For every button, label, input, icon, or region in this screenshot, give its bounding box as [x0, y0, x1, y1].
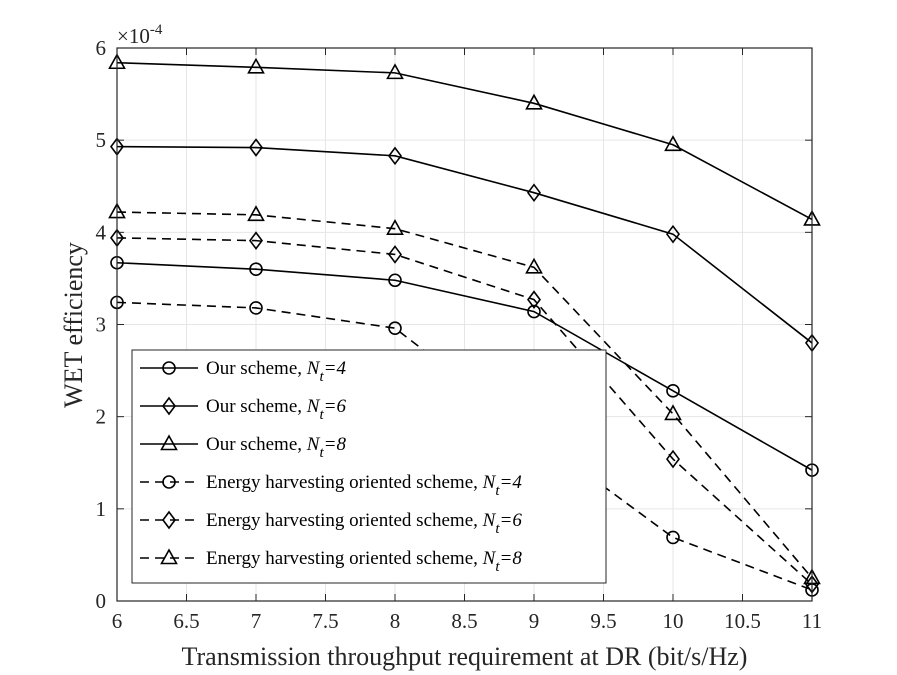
data-point-marker [386, 218, 404, 235]
legend-marker [160, 548, 178, 565]
y-tick-label: 2 [96, 405, 107, 429]
legend-label: Our scheme, Nt=4 [206, 358, 346, 385]
series-line [116, 261, 813, 471]
data-point-marker [388, 321, 402, 335]
legend-label: Our scheme, Nt=8 [206, 434, 346, 461]
data-point-marker [525, 93, 543, 110]
legend-label: Our scheme, Nt=6 [206, 396, 346, 423]
x-tick-label: 9 [529, 609, 540, 633]
data-point-marker [664, 404, 682, 421]
legend-entry: Energy harvesting oriented scheme, Nt=4 [140, 472, 522, 499]
legend-marker [162, 396, 176, 416]
x-tick-label: 8 [390, 609, 401, 633]
x-tick-label: 6 [112, 609, 123, 633]
x-tick-label: 7 [251, 609, 262, 633]
legend-entry: Our scheme, Nt=4 [140, 358, 346, 385]
data-point-marker [664, 135, 682, 152]
series-line [116, 61, 813, 221]
legend-label: Energy harvesting oriented scheme, Nt=8 [206, 548, 522, 575]
y-tick-label: 5 [96, 128, 107, 152]
data-point-marker [666, 224, 680, 244]
data-point-marker [527, 290, 541, 309]
legend-entry: Our scheme, Nt=8 [140, 434, 346, 461]
legend-marker [162, 361, 176, 375]
x-tick-label: 6.5 [173, 609, 199, 633]
legend: Our scheme, Nt=4 Our scheme, Nt=6 Our sche… [131, 349, 607, 584]
data-point-marker [525, 257, 543, 274]
data-point-marker [666, 449, 680, 469]
axes-box [116, 47, 813, 602]
x-tick-label: 11 [802, 609, 822, 633]
data-point-marker [249, 262, 263, 277]
data-point-marker [388, 146, 402, 166]
x-tick-label: 9.5 [590, 609, 616, 633]
x-tick-label: 8.5 [451, 609, 477, 633]
data-point-marker [388, 245, 402, 264]
legend-label: Energy harvesting oriented scheme, Nt=6 [206, 510, 522, 537]
y-tick-label: 3 [96, 313, 107, 337]
data-point-marker [666, 384, 680, 398]
legend-entry: Energy harvesting oriented scheme, Nt=8 [140, 548, 522, 575]
y-tick-label: 1 [96, 497, 107, 521]
legend-marker [160, 434, 178, 451]
legend-box [131, 349, 607, 584]
series-line [116, 145, 813, 344]
tick-labels: 6 6.5 7 7.5 8 8.5 9 9.5 10 10.5 11 0 1 2 3 4 5 6 [96, 36, 823, 633]
x-tick-label: 10 [663, 609, 684, 633]
data-point-marker [666, 530, 680, 545]
data-point-marker [247, 205, 265, 222]
legend-marker [162, 475, 176, 489]
y-multiplier-label: ×10-4 [117, 22, 163, 48]
y-tick-label: 0 [96, 589, 107, 613]
legend-marker [162, 510, 176, 530]
data-point-marker [249, 301, 263, 315]
series-line [116, 237, 813, 586]
y-tick-label: 4 [96, 220, 107, 244]
data-point-marker [386, 63, 404, 80]
y-axis-label: WET efficiency [59, 242, 88, 408]
series-line [116, 211, 813, 579]
data-point-marker [527, 304, 541, 319]
data-point-marker [388, 273, 402, 288]
legend-entry: Energy harvesting oriented scheme, Nt=6 [140, 510, 522, 537]
x-tick-label: 7.5 [312, 609, 338, 633]
axes-frame [116, 47, 813, 602]
series-3 [108, 53, 821, 226]
x-axis-label: Transmission throughput requirement at D… [182, 642, 748, 671]
y-tick-label: 6 [96, 36, 107, 60]
data-point-marker [249, 231, 263, 250]
legend-label: Energy harvesting oriented scheme, Nt=4 [206, 472, 522, 499]
data-point-marker [247, 57, 265, 74]
data-point-marker [527, 183, 541, 203]
legend-entry: Our scheme, Nt=6 [140, 396, 346, 423]
x-tick-label: 10.5 [724, 609, 761, 633]
data-point-marker [249, 138, 263, 157]
